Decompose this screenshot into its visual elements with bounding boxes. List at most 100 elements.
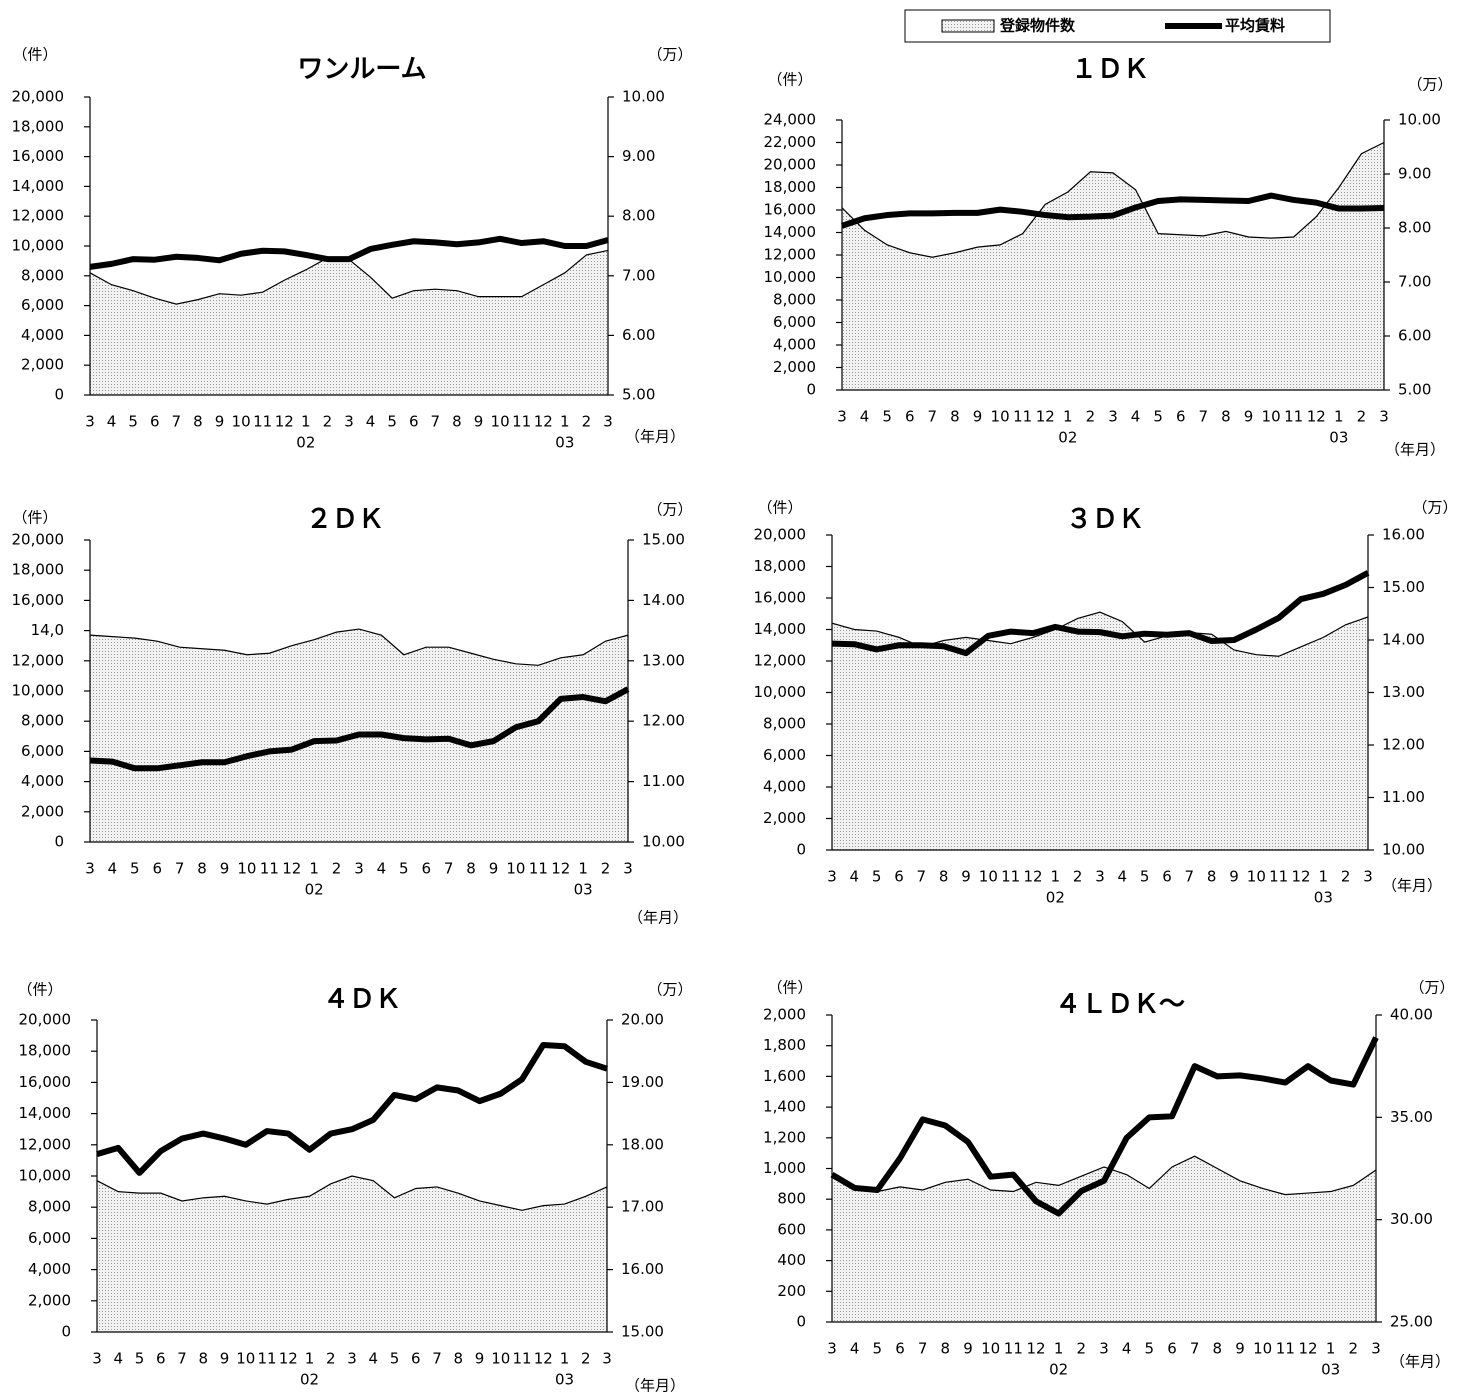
y-tick-label: 4,000	[21, 326, 64, 344]
x-tick-label: 2	[1086, 408, 1096, 426]
y2-tick-label: 15.00	[621, 1323, 664, 1341]
y-tick-label: 10,000	[754, 683, 807, 701]
x-tick-label: 10	[991, 408, 1010, 426]
line	[96, 1041, 608, 1176]
x-tick-label: 9	[220, 860, 230, 878]
x-tick-label: 9	[963, 1340, 973, 1358]
x-tick-label: 10	[237, 860, 256, 878]
x-tick-label: 5	[128, 413, 138, 431]
y-tick-label: 8,000	[773, 291, 816, 309]
x-tick-label: 2	[601, 860, 611, 878]
y-tick-label: 0	[796, 841, 806, 859]
x-tick-label: 12	[282, 860, 301, 878]
x-tick-label: 7	[444, 860, 454, 878]
x-tick-label: 7	[1199, 408, 1209, 426]
area	[832, 612, 1368, 850]
x-tick-label: 4	[1122, 1340, 1132, 1358]
x-year-label: 03	[1314, 889, 1333, 907]
y-tick-label: 14,000	[754, 620, 807, 638]
x-tick-label: 2	[1077, 1340, 1087, 1358]
y-tick-label: 0	[54, 386, 64, 404]
legend-swatch	[941, 19, 995, 33]
x-axis-label: （年月）	[625, 1377, 685, 1392]
x-tick-label: 3	[1379, 408, 1389, 426]
y2-tick-label: 17.00	[621, 1198, 664, 1216]
y-tick-label: 16,000	[12, 147, 65, 165]
x-tick-label: 11	[512, 1350, 531, 1368]
y2-axis-label: （万）	[1412, 499, 1457, 517]
x-tick-label: 6	[1167, 1340, 1177, 1358]
x-tick-label: 11	[1269, 868, 1288, 886]
line	[841, 192, 1385, 229]
x-tick-label: 12	[279, 1350, 298, 1368]
x-tick-label: 8	[453, 1350, 463, 1368]
x-tick-label: 2	[581, 1350, 591, 1368]
x-tick-label: 3	[1095, 868, 1105, 886]
x-tick-label: 6	[150, 413, 160, 431]
y2-tick-label: 7.00	[622, 266, 655, 284]
x-tick-label: 1	[1319, 868, 1329, 886]
x-tick-label: 1	[1334, 408, 1344, 426]
x-tick-label: 12	[275, 413, 294, 431]
y-tick-label: 0	[61, 1323, 71, 1341]
y-tick-label: 6,000	[28, 1229, 71, 1247]
x-tick-label: 11	[1284, 408, 1303, 426]
x-tick-label: 11	[1276, 1340, 1295, 1358]
y-tick-label: 2,000	[21, 802, 64, 820]
x-tick-label: 6	[421, 860, 431, 878]
x-tick-label: 4	[850, 868, 860, 886]
y-tick-label: 8,000	[21, 712, 64, 730]
y-tick-label: 8,000	[28, 1198, 71, 1216]
y-tick-label: 0	[54, 833, 64, 851]
x-axis-label: （年月）	[1385, 441, 1445, 459]
y-tick-label: 12,000	[12, 651, 65, 669]
x-tick-label: 8	[941, 1340, 951, 1358]
x-axis-label: （年月）	[628, 909, 688, 927]
x-tick-label: 1	[1063, 408, 1073, 426]
y-tick-label: 16,000	[19, 1073, 72, 1091]
y-tick-label: 1,200	[763, 1128, 806, 1146]
y-tick-label: 2,000	[773, 358, 816, 376]
x-tick-label: 2	[582, 413, 592, 431]
y2-tick-label: 13.00	[642, 651, 685, 669]
x-tick-label: 9	[474, 413, 484, 431]
y-tick-label: 18,000	[12, 561, 65, 579]
x-tick-label: 11	[1004, 1340, 1023, 1358]
y2-tick-label: 5.00	[1398, 381, 1431, 399]
y-tick-label: 2,000	[28, 1291, 71, 1309]
y2-tick-label: 18.00	[621, 1135, 664, 1153]
line	[89, 686, 630, 772]
y-tick-label: 10,000	[12, 682, 65, 700]
y-tick-label: 1,000	[763, 1159, 806, 1177]
y2-tick-label: 10.00	[622, 88, 665, 106]
x-tick-label: 9	[220, 1350, 230, 1368]
y-tick-label: 1,400	[763, 1098, 806, 1116]
x-tick-label: 2	[1341, 868, 1351, 886]
x-tick-label: 2	[326, 1350, 336, 1368]
x-tick-label: 3	[623, 860, 633, 878]
y2-tick-label: 10.00	[1398, 111, 1441, 129]
x-tick-label: 3	[1099, 1340, 1109, 1358]
x-tick-label: 5	[1140, 868, 1150, 886]
chart-title: ワンルーム	[297, 55, 426, 85]
y-tick-label: 0	[796, 1313, 806, 1331]
y-tick-label: 800	[777, 1190, 806, 1208]
area	[90, 250, 608, 395]
x-tick-label: 3	[603, 413, 613, 431]
y-tick-label: 2,000	[21, 356, 64, 374]
x-year-label: 03	[555, 1371, 574, 1389]
y-tick-label: 4,000	[21, 772, 64, 790]
y-tick-label: 6,000	[21, 742, 64, 760]
y-tick-label: 18,000	[12, 117, 65, 135]
x-tick-label: 10	[1253, 1340, 1272, 1358]
y-tick-label: 0	[806, 381, 816, 399]
y-tick-label: 4,000	[28, 1260, 71, 1278]
x-tick-label: 5	[390, 1350, 400, 1368]
y-tick-label: 18,000	[754, 557, 807, 575]
x-tick-label: 9	[475, 1350, 485, 1368]
y-tick-label: 200	[777, 1282, 806, 1300]
y2-tick-label: 25.00	[1390, 1313, 1433, 1331]
x-tick-label: 7	[918, 1340, 928, 1358]
chart-title: ４ＤＫ	[323, 985, 401, 1015]
x-year-label: 02	[305, 881, 324, 899]
